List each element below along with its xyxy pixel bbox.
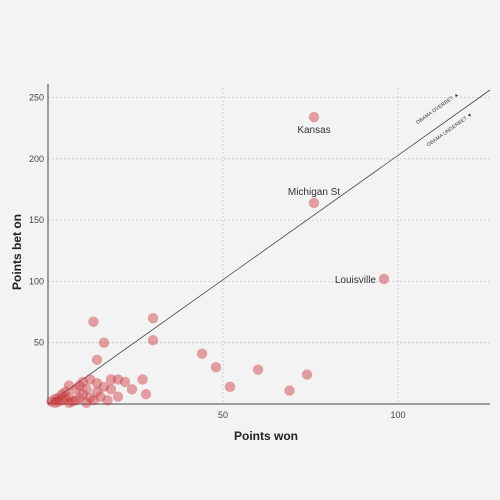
data-point [98, 337, 110, 348]
data-point [84, 392, 96, 404]
labeled-data-point [378, 273, 390, 285]
data-point [60, 393, 71, 405]
data-point [140, 388, 152, 400]
data-point [112, 391, 124, 402]
data-point [301, 369, 313, 380]
data-point [284, 385, 295, 396]
data-point [56, 395, 68, 406]
data-point [60, 386, 71, 397]
diagonal-guide: OBAMA OVERBET ▲OBAMA UNDERBET ▼ [47, 89, 491, 405]
data-point [196, 348, 208, 359]
data-point [53, 392, 64, 404]
data-point [53, 396, 64, 407]
data-point [105, 374, 117, 385]
data-point [49, 397, 61, 408]
data-point [63, 397, 75, 408]
data-point [63, 380, 75, 391]
data-point [63, 391, 75, 402]
data-point [98, 381, 110, 393]
data-point [95, 391, 106, 402]
diagonal-line [47, 89, 491, 405]
data-point [67, 396, 78, 407]
data-point [81, 397, 92, 408]
point-label: Louisville [335, 275, 377, 286]
data-point [252, 364, 264, 375]
data-point [210, 362, 222, 373]
y-tick-label: 150 [29, 215, 44, 225]
data-point [119, 376, 131, 388]
data-point [91, 386, 103, 397]
labeled-data-point [308, 111, 320, 123]
x-axis-title: Points won [234, 429, 298, 443]
data-point [70, 384, 82, 395]
data-point [91, 354, 103, 366]
points [46, 111, 390, 408]
overbet-label-group: OBAMA OVERBET ▲ [415, 92, 460, 126]
x-tick-label: 100 [390, 410, 405, 420]
data-point [112, 374, 124, 385]
data-point [137, 374, 148, 385]
data-point [84, 374, 96, 385]
point-labels: North CarolinaKansasMichigan StKentuckyL… [288, 125, 377, 286]
data-point [77, 376, 89, 388]
data-point [91, 377, 103, 389]
data-point [105, 384, 117, 395]
y-tick-label: 200 [29, 154, 44, 164]
grid [48, 88, 490, 404]
data-point [88, 316, 99, 328]
data-point [46, 396, 57, 407]
data-point [147, 335, 159, 346]
data-point [147, 312, 159, 324]
data-point [77, 388, 89, 400]
data-point [74, 392, 85, 404]
data-point [49, 393, 61, 405]
data-point [70, 395, 82, 406]
data-point [56, 388, 68, 400]
y-tick-label: 100 [29, 276, 44, 286]
x-tick-label: 50 [218, 410, 228, 420]
y-axis-title: Points bet on [10, 214, 24, 290]
y-tick-label: 50 [34, 338, 44, 348]
data-point [88, 395, 99, 406]
y-tick-label: 250 [29, 93, 44, 103]
data-point [102, 395, 113, 406]
point-label: Michigan St [288, 187, 340, 198]
labeled-data-point [308, 197, 320, 209]
data-point [81, 384, 92, 395]
overbet-label: OBAMA OVERBET ▲ [415, 92, 460, 126]
data-point [74, 380, 85, 391]
data-point [224, 381, 236, 393]
data-point [126, 384, 138, 395]
point-label: Kansas [297, 125, 330, 136]
axes: 5010015020025050100150200250 [29, 84, 490, 420]
